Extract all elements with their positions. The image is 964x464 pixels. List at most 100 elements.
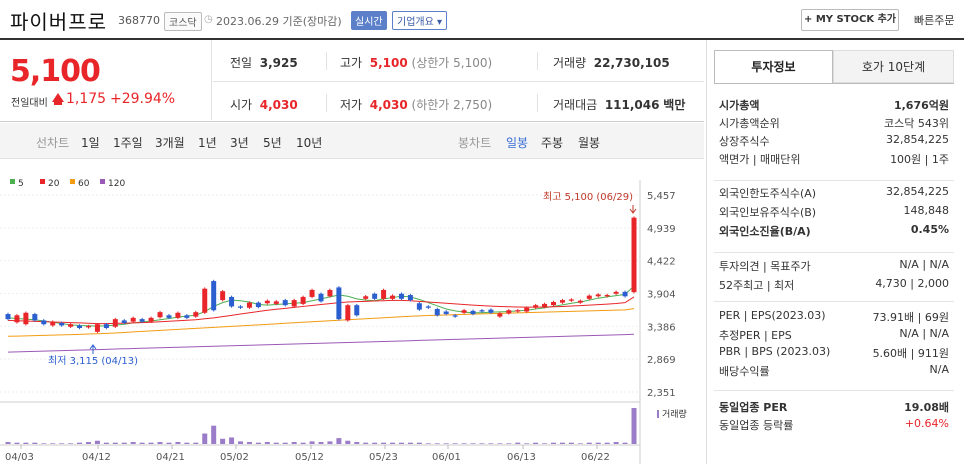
y-tick-label: 2,869 <box>647 355 676 366</box>
base-date: 2023.06.29 기준(장마감) <box>216 15 342 28</box>
info-row: 52주최고 | 최저 4,730 | 2,000 <box>719 277 949 295</box>
period-tab[interactable]: 1일 <box>81 136 100 150</box>
period-tab[interactable]: 5년 <box>263 136 282 150</box>
candle-body <box>264 300 270 304</box>
up-arrow-icon <box>52 93 64 102</box>
volume-bar <box>14 442 20 444</box>
candle-body <box>5 314 11 320</box>
add-mystock-button[interactable]: + MY STOCK 추가 <box>801 9 899 31</box>
price-section-divider <box>0 121 704 122</box>
info-value: +0.64% <box>904 417 949 430</box>
info-label: PBR | BPS (2023.03) <box>719 345 831 358</box>
volume-bar <box>255 442 261 444</box>
candle-body <box>559 300 565 303</box>
volume-bar <box>577 443 583 444</box>
candle-body <box>622 291 628 297</box>
info-label: 동일업종 PER <box>719 401 788 414</box>
info-row: 시가총액순위 코스닥 543위 <box>719 115 949 133</box>
realtime-button[interactable]: 실시간 <box>351 11 387 30</box>
volume-bar <box>157 442 163 444</box>
info-row: 시가총액 1,676억원 <box>719 97 949 115</box>
info-row: 외국인보유주식수(B) 148,848 <box>719 204 949 222</box>
header-divider <box>0 38 964 40</box>
stat-high-extra: (상한가 5,100) <box>411 56 493 70</box>
candle-body <box>398 293 404 299</box>
volume-bar <box>631 408 637 444</box>
period-tab[interactable]: 3년 <box>230 136 249 150</box>
candle-body <box>354 305 360 316</box>
candle-body <box>470 310 476 315</box>
volume-bar <box>586 442 592 444</box>
volume-bar <box>416 442 422 444</box>
y-tick-label: 2,351 <box>647 388 676 399</box>
info-row: PBR | BPS (2023.03) 5.60배 | 911원 <box>719 345 949 363</box>
info-row: 동일업종 PER 19.08배 <box>719 399 949 417</box>
stock-code: 368770 <box>118 14 160 27</box>
up-arrow-stem <box>54 101 62 105</box>
volume-bar <box>5 442 11 444</box>
volume-bar <box>94 440 100 444</box>
x-tick-label: 06/22 <box>581 452 610 463</box>
volume-label: 거래량 <box>662 408 687 420</box>
current-price: 5,100 <box>10 54 101 89</box>
volume-bar <box>613 442 619 444</box>
info-value: 73.91배 | 69원 <box>872 311 949 324</box>
volume-bar <box>202 433 208 444</box>
volume-bar <box>479 443 485 444</box>
volume-bar <box>327 441 333 444</box>
volume-bar <box>604 442 610 444</box>
period-bar <box>0 123 704 159</box>
stock-chart: 5 20 60 120 5,457 4,939 4,422 3,904 3,386 2,869 2,… <box>0 179 687 464</box>
volume-bar <box>166 442 172 444</box>
candle-tab[interactable]: 월봉 <box>578 136 601 150</box>
tab-orderbook[interactable]: 호가 10단계 <box>833 50 954 83</box>
candle-tab[interactable]: 일봉 <box>506 136 529 150</box>
candle-body <box>273 301 279 304</box>
volume-legend-swatch <box>657 410 659 418</box>
stat-divider <box>537 94 538 112</box>
candle-body <box>50 321 56 326</box>
candle-body <box>327 289 333 297</box>
info-label: 상장주식수 <box>719 135 770 148</box>
candle-tab[interactable]: 주봉 <box>541 136 564 150</box>
period-tab[interactable]: 1년 <box>198 136 217 150</box>
volume-bar <box>595 442 601 444</box>
volume-bar <box>50 443 56 444</box>
volume-bar <box>59 443 65 444</box>
low-annotation: 최저 3,115 (04/13) <box>48 355 138 367</box>
candle-body <box>568 299 574 301</box>
stat-prev: 전일 3,925 <box>230 54 298 71</box>
candle-body <box>577 300 583 303</box>
volume-bar <box>68 443 74 444</box>
low-arrow-icon <box>89 344 97 354</box>
candle-body <box>586 295 592 299</box>
tab-invest-info[interactable]: 투자정보 <box>714 50 833 83</box>
stat-row-divider <box>213 81 704 82</box>
candle-body <box>130 317 136 322</box>
period-tab[interactable]: 10년 <box>296 136 323 150</box>
period-tab[interactable]: 1주일 <box>113 136 143 150</box>
candle-body <box>148 317 154 322</box>
candle-body <box>166 315 172 318</box>
ma-line <box>7 333 635 353</box>
x-tick-label: 04/21 <box>156 452 185 463</box>
candle-body <box>300 296 306 304</box>
stat-low: 저가 4,030 (하한가 2,750) <box>340 96 492 113</box>
candle-body <box>604 295 610 297</box>
info-row: 동일업종 등락률 +0.64% <box>719 417 949 435</box>
quick-order-link[interactable]: 빠른주문 <box>914 14 955 27</box>
x-tick-label: 05/12 <box>295 452 324 463</box>
volume-bar <box>282 442 288 444</box>
volume-bar <box>390 442 396 444</box>
info-row: 외국인한도주식수(A) 32,854,225 <box>719 185 949 203</box>
info-value: N/A | N/A <box>899 327 949 340</box>
ma-line <box>7 285 635 327</box>
panel-divider <box>714 180 954 181</box>
x-tick-label: 05/02 <box>220 452 249 463</box>
legend-swatch <box>70 179 75 184</box>
company-info-dropdown[interactable]: 기업개요 ▾ <box>392 11 448 30</box>
clock-icon: ◷ <box>204 14 213 25</box>
volume-bar <box>488 443 494 444</box>
volume-bar <box>273 442 279 444</box>
period-tab[interactable]: 3개월 <box>155 136 185 150</box>
